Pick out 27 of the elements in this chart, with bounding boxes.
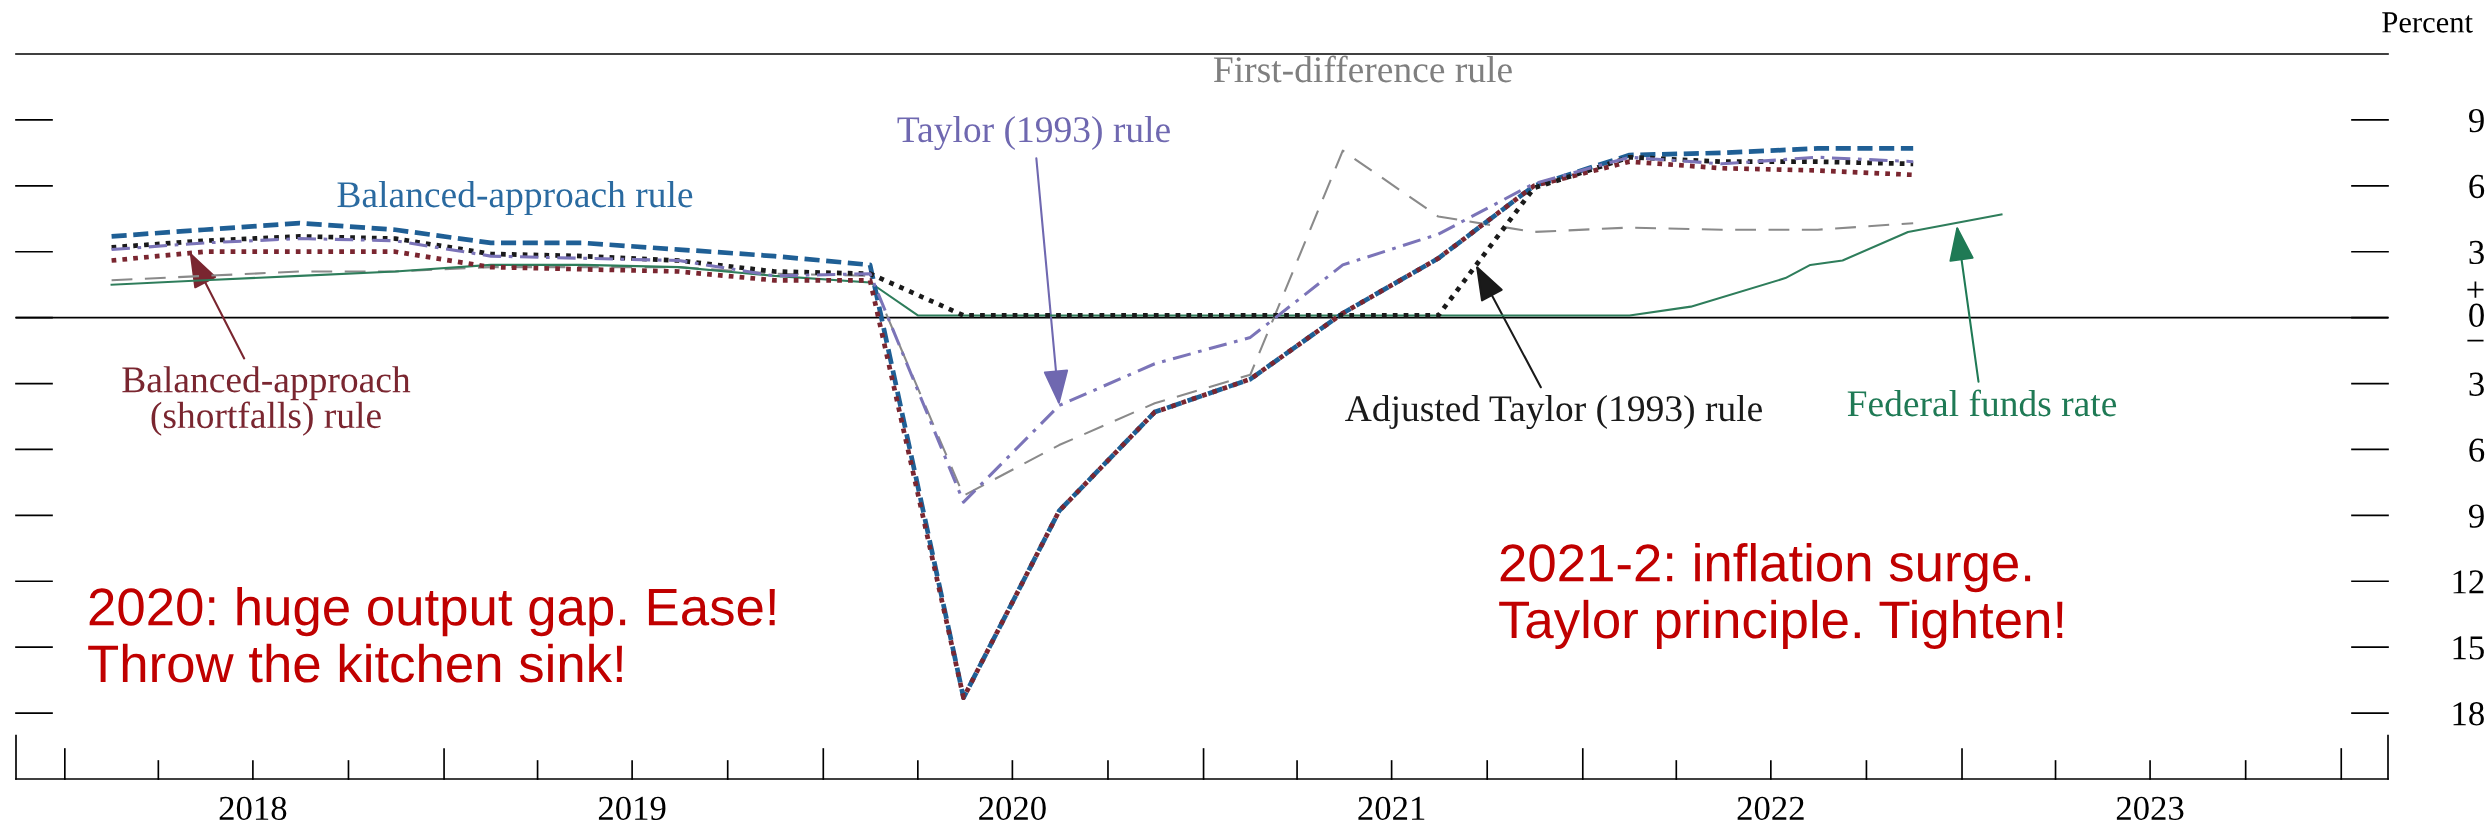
annotation: Federal funds rate xyxy=(1847,389,2117,417)
annotation: Taylor (1993) rule xyxy=(897,115,1170,151)
x-tick-label: 2019 xyxy=(598,796,666,821)
y-tick-label: + 0 − xyxy=(2467,281,2484,342)
annotation: Balanced-approach (shortfalls) rule xyxy=(122,366,411,436)
x-tick-label: 2020 xyxy=(979,796,1046,821)
y-tick-label: 3 xyxy=(2469,372,2484,396)
annotation: Adjusted Taylor (1993) rule xyxy=(1345,394,1762,430)
y-axis-title: Percent xyxy=(2382,12,2473,33)
y-tick-label: 3 xyxy=(2469,240,2484,265)
y-tick-label: 18 xyxy=(2453,702,2484,726)
y-tick-label: 9 xyxy=(2468,108,2484,133)
y-tick-label: 6 xyxy=(2469,174,2485,199)
x-tick-label: 2023 xyxy=(2116,796,2184,821)
annotation: Balanced-approach rule xyxy=(337,181,693,215)
x-tick-label: 2022 xyxy=(1737,796,1804,821)
annotation: 2020: huge output gap. Ease! Throw the kitchen sink! xyxy=(88,586,775,683)
x-tick-label: 2021 xyxy=(1358,796,1425,821)
annotation: 2021-2: inflation surge. Taylor principle. Tighten! xyxy=(1499,542,2063,650)
y-tick-label: 12 xyxy=(2453,570,2484,594)
line-series xyxy=(109,154,1916,318)
y-tick-label: 15 xyxy=(2453,636,2484,660)
y-tick-label: 6 xyxy=(2469,438,2485,462)
x-tick-label: 2018 xyxy=(219,796,287,821)
y-tick-label: 9 xyxy=(2468,504,2484,528)
line-series xyxy=(110,213,2003,317)
annotation: First-difference rule xyxy=(1213,55,1512,83)
